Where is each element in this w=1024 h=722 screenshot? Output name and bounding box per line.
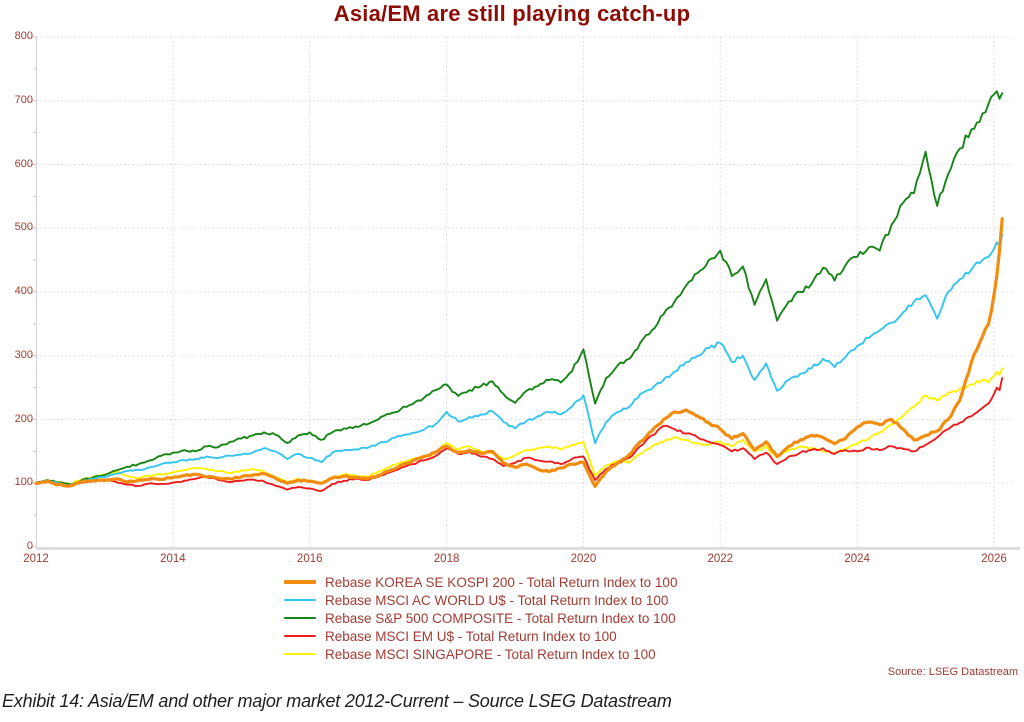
legend-swatch xyxy=(284,598,316,602)
series-line xyxy=(35,90,1004,486)
source-label: Source: LSEG Datastream xyxy=(887,666,1018,678)
legend-item: Rebase KOREA SE KOSPI 200 - Total Return… xyxy=(284,573,677,591)
legend-item: Rebase MSCI SINGAPORE - Total Return Ind… xyxy=(284,645,677,663)
x-axis-label: 2026 xyxy=(981,553,1007,565)
legend-label: Rebase S&P 500 COMPOSITE - Total Return … xyxy=(325,610,676,626)
x-axis-label: 2014 xyxy=(160,553,186,565)
y-axis-label: 100 xyxy=(14,476,33,489)
x-axis-label: 2024 xyxy=(844,553,870,565)
y-axis-label: 600 xyxy=(14,157,33,170)
series-line xyxy=(34,217,1004,488)
y-axis-label: 300 xyxy=(14,348,33,361)
chart-title: Asia/EM are still playing catch-up xyxy=(333,1,691,26)
y-axis-label: 800 xyxy=(14,30,33,42)
x-axis-label: 2022 xyxy=(707,553,734,565)
series-line xyxy=(35,367,1004,485)
legend-item: Rebase MSCI AC WORLD U$ - Total Return I… xyxy=(284,591,677,609)
legend-swatch xyxy=(284,616,316,620)
x-axis-label: 2012 xyxy=(23,553,49,565)
legend-item: Rebase S&P 500 COMPOSITE - Total Return … xyxy=(284,609,677,627)
legend-label: Rebase KOREA SE KOSPI 200 - Total Return… xyxy=(325,574,678,590)
x-axis-label: 2020 xyxy=(570,553,597,565)
legend-swatch xyxy=(284,634,316,638)
legend-label: Rebase MSCI AC WORLD U$ - Total Return I… xyxy=(325,592,669,608)
chart-legend: Rebase KOREA SE KOSPI 200 - Total Return… xyxy=(284,573,677,663)
legend-swatch xyxy=(284,580,316,584)
y-axis-label: 200 xyxy=(14,412,33,425)
legend-swatch xyxy=(284,652,316,656)
series-line xyxy=(35,233,1004,487)
y-axis-label: 500 xyxy=(14,221,33,234)
y-axis-label: 400 xyxy=(14,285,33,297)
y-axis-label: 700 xyxy=(14,93,33,106)
exhibit-caption: Exhibit 14: Asia/EM and other major mark… xyxy=(2,691,672,711)
legend-item: Rebase MSCI EM U$ - Total Return Index t… xyxy=(284,627,677,645)
series-line xyxy=(35,377,1004,492)
legend-label: Rebase MSCI SINGAPORE - Total Return Ind… xyxy=(325,646,656,662)
y-axis-label: 0 xyxy=(26,540,33,552)
legend-label: Rebase MSCI EM U$ - Total Return Index t… xyxy=(325,628,617,644)
x-axis-label: 2016 xyxy=(296,553,323,565)
x-axis-label: 2018 xyxy=(433,553,460,565)
